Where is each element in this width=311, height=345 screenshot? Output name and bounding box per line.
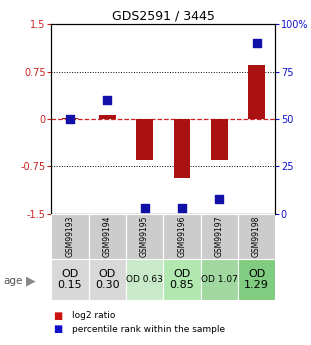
Bar <box>126 259 163 300</box>
Bar <box>211 119 228 160</box>
Text: OD
1.29: OD 1.29 <box>244 269 269 290</box>
Text: ■: ■ <box>53 311 62 321</box>
Text: age: age <box>3 276 22 286</box>
Point <box>179 205 184 211</box>
Point <box>142 205 147 211</box>
Bar <box>136 119 153 160</box>
Bar <box>248 65 265 119</box>
Text: OD
0.85: OD 0.85 <box>169 269 194 290</box>
Text: OD
0.15: OD 0.15 <box>58 269 82 290</box>
Text: ■: ■ <box>53 325 62 334</box>
Bar <box>89 259 126 300</box>
Text: OD 0.63: OD 0.63 <box>126 275 163 284</box>
Text: GSM99193: GSM99193 <box>66 216 74 257</box>
Bar <box>51 259 89 300</box>
Point <box>217 196 222 201</box>
Text: log2 ratio: log2 ratio <box>72 311 115 320</box>
Text: OD 1.07: OD 1.07 <box>201 275 238 284</box>
Bar <box>201 259 238 300</box>
Bar <box>99 115 116 119</box>
Text: ▶: ▶ <box>26 275 36 288</box>
Text: GSM99195: GSM99195 <box>140 216 149 257</box>
Bar <box>62 118 78 119</box>
Text: GSM99194: GSM99194 <box>103 216 112 257</box>
Point <box>67 116 72 122</box>
Bar <box>126 214 163 259</box>
Bar <box>238 214 275 259</box>
Bar <box>174 119 190 178</box>
Point <box>254 40 259 46</box>
Text: OD
0.30: OD 0.30 <box>95 269 120 290</box>
Bar <box>51 214 89 259</box>
Text: GSM99197: GSM99197 <box>215 216 224 257</box>
Bar <box>238 259 275 300</box>
Bar <box>163 259 201 300</box>
Title: GDS2591 / 3445: GDS2591 / 3445 <box>112 10 215 23</box>
Text: GSM99198: GSM99198 <box>252 216 261 257</box>
Bar <box>201 214 238 259</box>
Bar <box>89 214 126 259</box>
Text: percentile rank within the sample: percentile rank within the sample <box>72 325 225 334</box>
Point <box>105 97 110 103</box>
Text: GSM99196: GSM99196 <box>178 216 186 257</box>
Bar <box>163 214 201 259</box>
